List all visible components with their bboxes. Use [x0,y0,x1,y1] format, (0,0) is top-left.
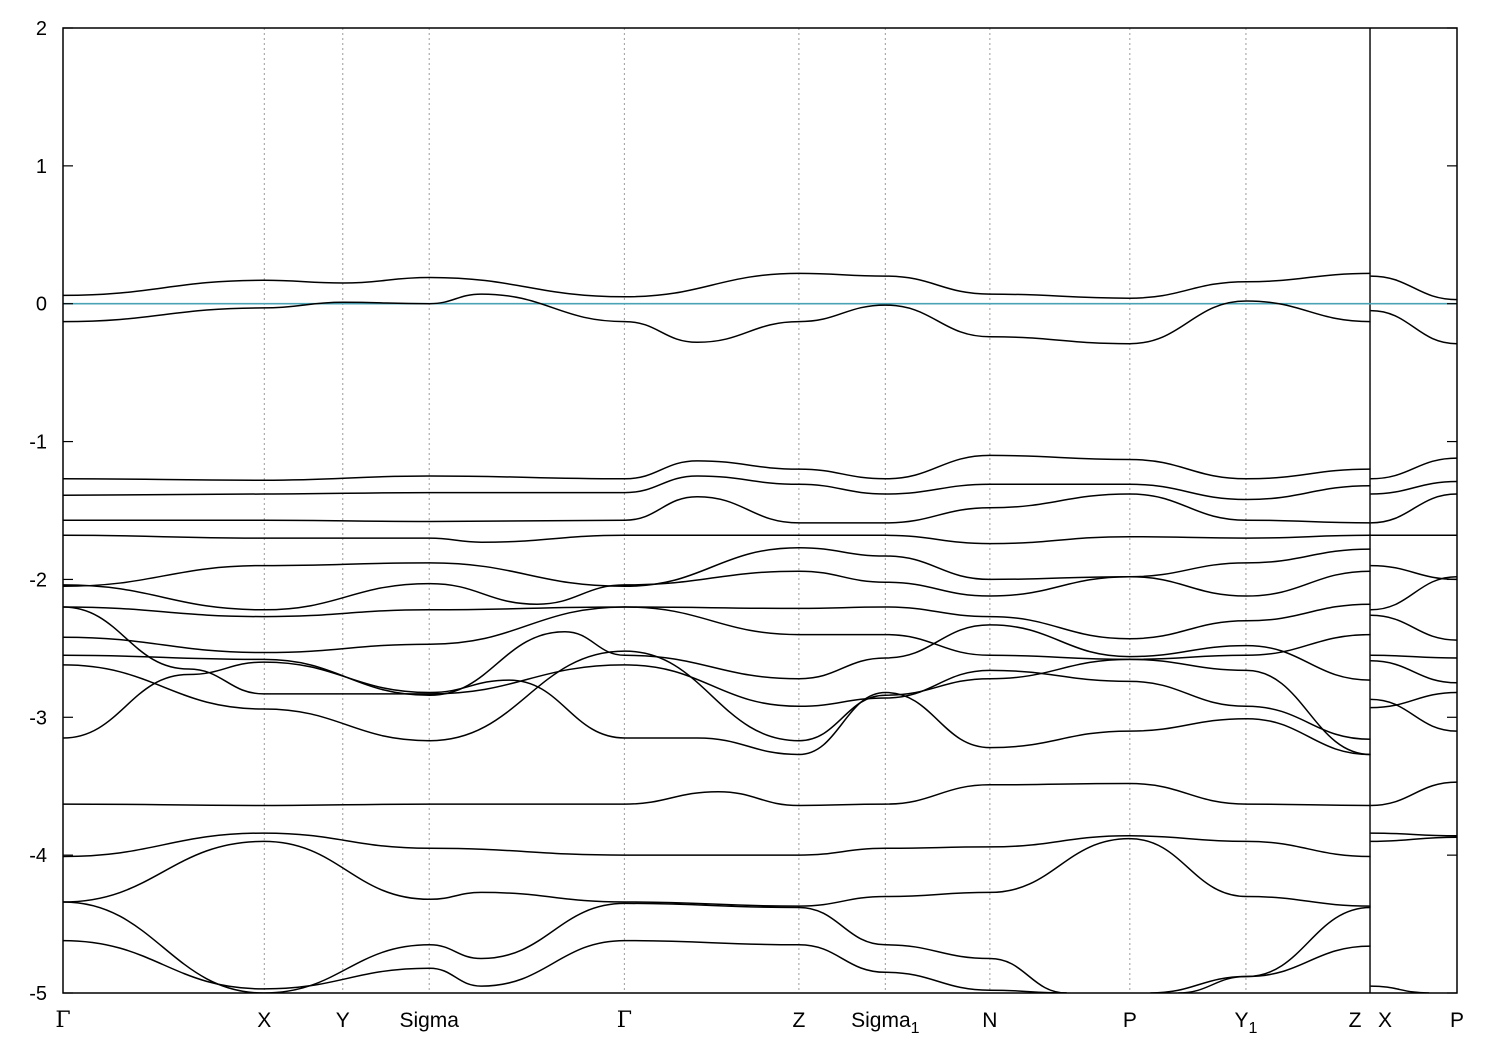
band-line [63,293,1371,345]
y-tick-label: -4 [29,845,47,867]
k-point-label: P [1450,1009,1464,1032]
k-point-label: Y1 [1234,1009,1257,1037]
band-line [63,570,1371,611]
band-line [63,603,1371,640]
k-point-label: Γ [55,1008,70,1033]
band-line [1370,275,1457,301]
band-line [63,650,1371,756]
k-point-label: X [1378,1009,1392,1032]
y-axis-ticks: -5 -4 -3 -2 -1 0 1 2 [29,18,1457,1005]
band-line [63,782,1371,807]
band-line [1370,654,1457,659]
band-line [63,272,1371,299]
k-point-label: Γ [617,1008,632,1033]
band-line [1178,906,1371,993]
k-point-label: Z [792,1009,805,1032]
band-line [63,493,1371,524]
band-line [1370,493,1457,524]
band-line [1370,832,1457,837]
band-line [63,534,1457,545]
band-line [1370,575,1457,611]
band-line [63,661,1371,756]
k-point-gridlines [263,28,1371,993]
band-line [63,606,1371,741]
y-tick-label: -2 [29,569,47,591]
band-line [63,832,1371,858]
band-line [1370,457,1457,480]
band-line [63,454,1371,481]
k-point-label: Sigma [399,1009,459,1032]
k-point-label: Y [336,1009,350,1032]
band-line [1150,945,1371,993]
y-tick-label: 0 [36,294,47,316]
band-line [63,939,1067,993]
y-tick-label: -3 [29,707,47,729]
y-tick-label: 1 [36,156,47,178]
k-point-label: N [982,1009,997,1032]
plot-frame [62,27,1458,994]
y-tick-label: 2 [36,18,47,40]
band-line [1370,660,1457,684]
band-line [1370,781,1457,807]
band-line [1370,480,1457,495]
band-line [1370,836,1457,843]
band-line [1370,691,1457,709]
band-line [63,475,1371,501]
y-tick-label: -5 [29,983,47,1005]
band-line [63,606,1371,661]
band-line [63,546,1371,588]
band-line [1370,698,1457,732]
k-point-label: Z [1349,1009,1362,1032]
band-line [1370,614,1457,641]
axes-frame [62,27,1458,994]
k-point-label: Sigma1 [851,1009,920,1037]
k-point-label: X [257,1009,271,1032]
band-line [1370,309,1457,345]
k-point-label: P [1123,1009,1137,1032]
band-line [1370,564,1457,581]
k-point-labels: Γ X Y Sigma Γ Z Sigma1 N P Y1 Z X P [55,1008,1464,1037]
y-tick-label: -1 [29,432,47,454]
band-line [63,837,1371,907]
